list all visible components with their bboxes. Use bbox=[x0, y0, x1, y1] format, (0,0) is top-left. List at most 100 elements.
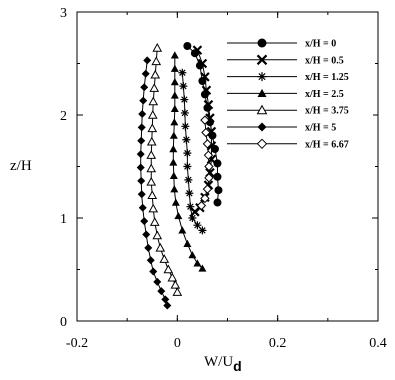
data-point-asterisk bbox=[178, 68, 187, 77]
series-5 bbox=[146, 43, 183, 296]
legend-label: x/H = 3.75 bbox=[305, 106, 349, 117]
data-point-diamond-open bbox=[201, 127, 211, 138]
legend-item: x/H = 2.5 bbox=[225, 86, 373, 101]
data-point-asterisk bbox=[257, 72, 267, 82]
data-point-triangle-open bbox=[147, 109, 158, 119]
y-tick-label: 3 bbox=[60, 6, 67, 21]
data-point-triangle bbox=[174, 211, 183, 220]
data-point-diamond bbox=[140, 83, 149, 92]
data-point-triangle-open bbox=[152, 43, 163, 52]
data-point-triangle-open bbox=[151, 56, 162, 66]
legend: x/H = 0 x/H = 0.5 x/H = 1.25 x/H = 2.5 x/H =… bbox=[225, 36, 373, 151]
data-point-cross bbox=[203, 99, 214, 110]
data-point-diamond bbox=[139, 96, 148, 105]
data-point-diamond bbox=[136, 163, 145, 172]
data-point-triangle bbox=[170, 104, 179, 113]
data-point-triangle-open bbox=[149, 217, 160, 226]
series-6 bbox=[136, 56, 172, 310]
data-point-asterisk bbox=[188, 214, 197, 222]
y-tick-label: 2 bbox=[60, 109, 67, 124]
series-3 bbox=[178, 68, 207, 235]
data-point-diamond bbox=[141, 69, 150, 78]
data-point-triangle-open bbox=[256, 104, 268, 115]
data-point-diamond bbox=[161, 295, 170, 304]
data-point-triangle-open bbox=[148, 96, 159, 106]
data-point-triangle-open bbox=[172, 287, 183, 296]
data-point-triangle-open bbox=[163, 264, 174, 274]
series-4 bbox=[169, 51, 207, 272]
legend-item-bg bbox=[225, 52, 373, 67]
data-point-asterisk bbox=[183, 149, 192, 158]
legend-item: x/H = 0.5 bbox=[225, 52, 373, 67]
data-point-circle bbox=[183, 41, 192, 50]
data-point-diamond bbox=[143, 56, 152, 65]
data-point-triangle bbox=[257, 88, 267, 97]
data-point-diamond bbox=[153, 277, 162, 286]
legend-label: x/H = 0.5 bbox=[305, 55, 344, 66]
x-axis-label-main: W/U bbox=[204, 354, 233, 370]
data-point-diamond bbox=[157, 287, 166, 296]
data-point-diamond bbox=[257, 122, 267, 132]
data-point-circle bbox=[213, 198, 222, 207]
data-point-circle bbox=[257, 38, 267, 48]
data-point-triangle bbox=[178, 226, 187, 234]
data-point-diamond bbox=[138, 109, 147, 118]
data-point-triangle bbox=[170, 78, 179, 86]
data-point-triangle bbox=[169, 144, 178, 153]
data-point-triangle-open bbox=[155, 242, 166, 252]
data-point-diamond-open bbox=[204, 173, 214, 183]
series-line bbox=[187, 45, 219, 203]
data-point-asterisk bbox=[183, 162, 192, 171]
data-point-triangle bbox=[188, 251, 197, 259]
data-point-diamond-open bbox=[200, 115, 210, 125]
x-tick-label: 0.2 bbox=[269, 336, 287, 351]
data-point-asterisk bbox=[181, 122, 190, 131]
data-point-diamond-open bbox=[202, 139, 213, 149]
data-point-asterisk bbox=[180, 108, 189, 117]
data-point-diamond-open bbox=[204, 161, 214, 172]
data-point-triangle-open bbox=[159, 254, 170, 263]
series-layer bbox=[136, 41, 223, 310]
legend-label: x/H = 1.25 bbox=[305, 72, 349, 83]
data-point-diamond-open bbox=[202, 184, 213, 194]
data-point-triangle-open bbox=[147, 190, 158, 200]
data-point-triangle-open bbox=[147, 123, 158, 133]
data-point-circle bbox=[198, 77, 207, 86]
data-point-diamond-open bbox=[196, 200, 207, 211]
data-point-diamond bbox=[137, 176, 146, 185]
legend-item: x/H = 6.67 bbox=[225, 136, 373, 151]
data-point-diamond bbox=[138, 203, 147, 212]
data-point-asterisk bbox=[185, 189, 194, 198]
data-point-diamond bbox=[137, 190, 146, 199]
data-point-circle bbox=[213, 172, 222, 181]
data-point-triangle-open bbox=[146, 176, 157, 186]
data-point-diamond bbox=[144, 243, 153, 252]
data-point-asterisk bbox=[193, 221, 202, 230]
data-point-diamond bbox=[142, 230, 151, 239]
y-tick-label: 1 bbox=[60, 212, 67, 227]
data-point-diamond bbox=[149, 267, 158, 276]
legend-label: x/H = 0 bbox=[305, 39, 336, 50]
data-point-cross bbox=[200, 72, 210, 82]
data-point-triangle bbox=[170, 118, 179, 126]
data-point-triangle-open bbox=[152, 230, 163, 240]
data-point-triangle bbox=[170, 64, 179, 72]
data-point-triangle bbox=[198, 264, 207, 272]
x-tick-label: -0.2 bbox=[66, 336, 88, 351]
y-axis-label: z/H bbox=[10, 158, 32, 174]
data-point-diamond bbox=[140, 217, 149, 226]
legend-label: x/H = 6.67 bbox=[305, 139, 349, 150]
y-tick-label: 0 bbox=[60, 315, 67, 330]
data-point-triangle bbox=[169, 171, 178, 179]
data-point-triangle-open bbox=[170, 279, 181, 289]
data-point-triangle-open bbox=[149, 83, 160, 92]
data-point-triangle-open bbox=[146, 150, 157, 159]
x-axis-label: W/Ud bbox=[204, 354, 242, 374]
data-point-diamond-open bbox=[200, 193, 210, 204]
legend-item: x/H = 3.75 bbox=[225, 103, 373, 118]
data-point-triangle-open bbox=[146, 163, 157, 173]
tick-layer: -0.2 0 0.2 0.4 0 1 2 3 bbox=[60, 6, 387, 351]
data-point-diamond bbox=[146, 256, 155, 265]
data-point-triangle bbox=[193, 259, 202, 267]
